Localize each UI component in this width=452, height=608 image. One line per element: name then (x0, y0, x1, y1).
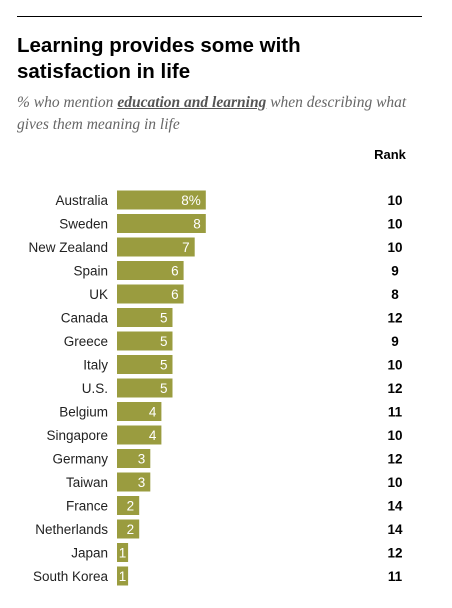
rank-value: 12 (387, 452, 402, 467)
rank-value: 12 (387, 546, 402, 561)
bar (117, 519, 140, 539)
bar (117, 449, 151, 468)
category-label: Japan (71, 546, 108, 561)
bar (117, 496, 140, 515)
bar (117, 237, 195, 257)
bar-value-label: 4 (149, 428, 157, 443)
subtitle-prefix: % who mention (17, 94, 118, 111)
chart-subtitle: % who mention education and learning whe… (17, 92, 437, 136)
rank-value: 10 (387, 217, 402, 232)
category-label: Italy (83, 358, 108, 373)
category-label: Australia (55, 193, 108, 208)
bar (117, 472, 151, 492)
rank-value: 9 (391, 334, 399, 349)
rank-value: 10 (387, 193, 402, 208)
bar-value-label: 4 (149, 405, 157, 420)
rank-value: 10 (387, 428, 402, 443)
category-label: UK (89, 287, 108, 302)
bar-value-label: 6 (171, 287, 179, 302)
category-label: New Zealand (28, 240, 108, 255)
bar-value-label: 5 (160, 311, 168, 326)
bar (117, 261, 184, 280)
rank-value: 10 (387, 358, 402, 373)
bar (117, 308, 173, 327)
bar (117, 425, 162, 445)
category-label: Singapore (46, 428, 108, 443)
bar (117, 402, 162, 421)
rank-value: 14 (387, 522, 403, 537)
rank-value: 11 (388, 405, 403, 420)
category-label: Germany (52, 452, 108, 467)
bar-value-label: 3 (138, 452, 146, 467)
bar-value-label: 2 (127, 499, 135, 514)
rank-value: 10 (387, 475, 402, 490)
bar (117, 543, 129, 562)
bar-value-label: 1 (119, 569, 127, 584)
category-label: Greece (64, 334, 108, 349)
chart-title: Learning provides some with satisfaction… (17, 34, 301, 83)
rank-value: 9 (391, 264, 399, 279)
bar-value-label: 3 (138, 475, 146, 490)
bar (117, 566, 129, 586)
bar (117, 284, 184, 304)
bar (117, 355, 173, 374)
top-rule (17, 16, 422, 17)
category-label: France (66, 499, 108, 514)
category-label: Netherlands (35, 522, 108, 537)
subtitle-suffix: when describing what gives them meaning … (17, 94, 407, 133)
rank-value: 11 (388, 569, 403, 584)
bar-value-label: 2 (127, 522, 135, 537)
bar (117, 331, 173, 351)
bar-value-label: 7 (182, 240, 190, 255)
bar (117, 378, 173, 398)
category-label: Spain (73, 264, 108, 279)
rank-value: 14 (387, 499, 403, 514)
bar-value-label: 6 (171, 264, 179, 279)
bar-value-label: 5 (160, 334, 168, 349)
rank-column-header: Rank (374, 147, 406, 162)
category-label: Canada (61, 311, 109, 326)
bar-value-label: 1 (119, 546, 127, 561)
bar (117, 214, 206, 233)
bar-value-label: 8 (193, 217, 201, 232)
rank-value: 12 (387, 381, 402, 396)
rank-value: 8 (391, 287, 399, 302)
rank-value: 12 (387, 311, 402, 326)
category-label: U.S. (82, 381, 108, 396)
bar (117, 190, 206, 210)
bar-value-label: 5 (160, 358, 168, 373)
rank-value: 10 (387, 240, 402, 255)
subtitle-emphasis: education and learning (117, 94, 267, 111)
category-label: Sweden (59, 217, 108, 232)
bar-value-label: 5 (160, 381, 168, 396)
category-label: Taiwan (66, 475, 108, 490)
category-label: South Korea (33, 569, 109, 584)
category-label: Belgium (59, 405, 108, 420)
bar-value-label: 8% (181, 193, 201, 208)
